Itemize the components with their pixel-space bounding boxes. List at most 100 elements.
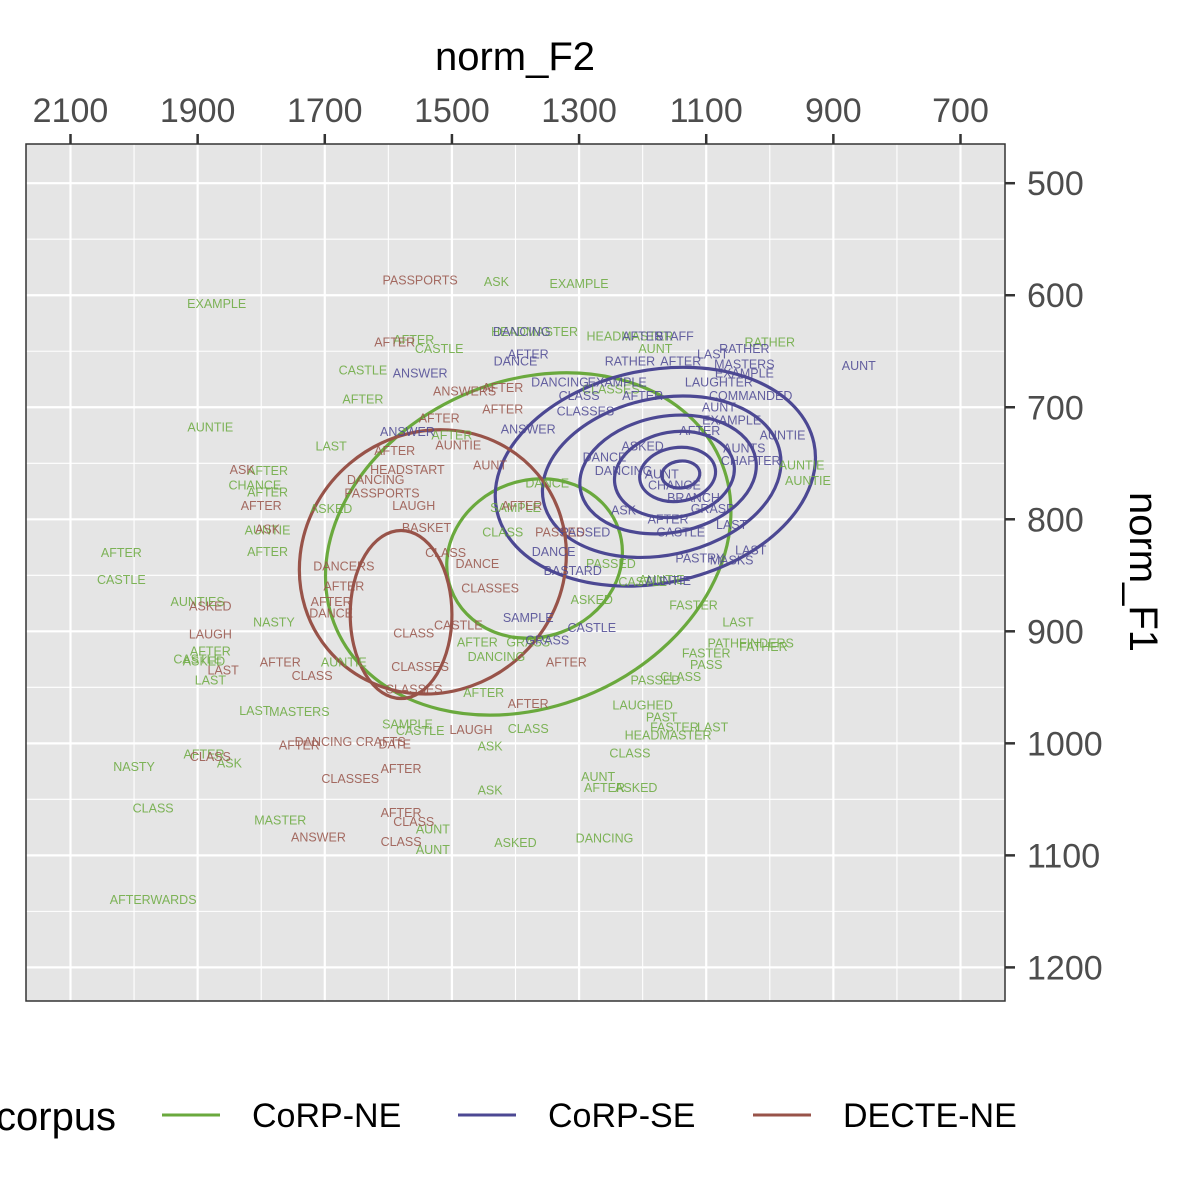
word-label-corp-se: AFTER xyxy=(679,424,720,438)
word-label-corp-se: CHAPTER xyxy=(721,454,781,468)
density-contour-corp-se xyxy=(578,413,758,536)
y-axis-title: norm_F1 xyxy=(1121,492,1165,652)
word-label-corp-se: LAST xyxy=(697,348,729,362)
word-label-corp-ne: AFTER xyxy=(247,545,288,559)
word-label-decte-ne: ASK xyxy=(230,463,256,477)
plot-border xyxy=(25,143,1006,1002)
word-label-corp-ne: CHANCE xyxy=(228,479,281,493)
word-label-corp-se: AFTER xyxy=(622,330,663,344)
word-label-decte-ne: AFTER xyxy=(241,499,282,513)
word-label-decte-ne: AFTER xyxy=(546,656,587,670)
density-contour-corp-ne xyxy=(323,371,733,717)
word-label-corp-ne: AUNTIE xyxy=(779,459,825,473)
word-label-corp-se: AFTER xyxy=(660,354,701,368)
word-label-corp-ne: CLASS xyxy=(482,526,523,540)
word-label-corp-ne: AFTER xyxy=(190,644,231,658)
density-contour-corp-se xyxy=(638,445,718,504)
word-label-corp-se: AUNTS xyxy=(723,442,765,456)
word-label-decte-ne: LAUGH xyxy=(189,628,232,642)
word-label-corp-ne: CLASSES xyxy=(582,382,640,396)
word-label-corp-ne: AFTER xyxy=(247,485,288,499)
word-label-decte-ne: AFTER xyxy=(381,762,422,776)
word-label-corp-ne: LAST xyxy=(697,721,729,735)
word-label-corp-ne: AUNTIES xyxy=(171,595,225,609)
word-label-corp-se: EXAMPLE xyxy=(702,414,761,428)
word-label-decte-ne: CLASSES xyxy=(385,683,443,697)
word-label-decte-ne: LAUGH xyxy=(449,723,492,737)
word-label-decte-ne: CLASS xyxy=(292,669,333,683)
word-label-corp-ne: HEADMASTER xyxy=(587,330,674,344)
word-label-corp-ne: NASTY xyxy=(253,615,295,629)
word-label-corp-se: MASKS xyxy=(710,554,754,568)
word-label-corp-ne: LAST xyxy=(316,439,348,453)
word-label-corp-ne: MASTER xyxy=(254,814,306,828)
legend-label-corp-ne: CoRP-NE xyxy=(252,1097,401,1135)
word-label-decte-ne: PASSPORTS xyxy=(344,487,419,501)
y-tick-label: 700 xyxy=(1027,389,1084,427)
word-label-decte-ne: PASSED xyxy=(535,526,585,540)
word-label-corp-se: BASTARD xyxy=(544,564,602,578)
word-label-corp-se: AFTER xyxy=(648,512,689,526)
word-label-decte-ne: CLASS xyxy=(381,835,422,849)
word-label-decte-ne: AFTER xyxy=(311,595,352,609)
word-label-decte-ne: AFTER xyxy=(260,656,301,670)
word-label-corp-ne: NASTY xyxy=(113,760,155,774)
legend-label-decte-ne: DECTE-NE xyxy=(843,1097,1017,1135)
word-label-corp-ne: AFTER xyxy=(393,333,434,347)
word-label-corp-ne: AUNT xyxy=(416,823,450,837)
legend: corpus CoRP-NE CoRP-SE DECTE-NE xyxy=(0,1095,1017,1139)
density-contour-corp-se xyxy=(660,459,702,490)
y-tick-label: 1100 xyxy=(1027,837,1100,875)
word-label-decte-ne: HEADSTART xyxy=(370,463,445,477)
word-label-corp-ne: PASS xyxy=(690,658,722,672)
word-label-corp-ne: AUNTIE xyxy=(785,474,831,488)
word-label-corp-ne: AUNT xyxy=(581,770,615,784)
word-label-corp-ne: AUNTIE xyxy=(639,573,685,587)
word-label-corp-se: SAMPLE xyxy=(503,611,554,625)
word-label-decte-ne: DANCE xyxy=(309,606,353,620)
word-label-corp-se: EXAMPLE xyxy=(588,376,647,390)
word-label-corp-ne: AFTER xyxy=(584,781,625,795)
word-label-decte-ne: CLASS xyxy=(425,546,466,560)
word-label-decte-ne: CLASS xyxy=(393,627,434,641)
word-label-corp-ne: AFTER xyxy=(431,428,472,442)
word-label-corp-se: DANCE xyxy=(494,354,538,368)
word-label-decte-ne: AUNTIE xyxy=(435,438,481,452)
word-label-corp-ne: CASTLE xyxy=(618,575,667,589)
word-label-corp-se: STAFF xyxy=(655,330,694,344)
word-label-corp-ne: AFTER xyxy=(342,392,383,406)
word-label-corp-se: ANSWER xyxy=(501,423,556,437)
word-label-decte-ne: AFTER xyxy=(381,806,422,820)
word-label-decte-ne: AUNT xyxy=(473,459,507,473)
word-label-corp-ne: FASTER xyxy=(682,647,731,661)
word-label-decte-ne: ASKED xyxy=(189,600,231,614)
word-label-decte-ne: DANCERS xyxy=(313,559,374,573)
density-contour-corp-se xyxy=(493,365,818,588)
word-label-corp-se: GRASS xyxy=(525,633,569,647)
word-label-corp-ne: ASKED xyxy=(571,593,613,607)
x-tick-label: 1500 xyxy=(414,92,490,130)
y-tick-label: 800 xyxy=(1027,501,1084,539)
word-label-corp-ne: LAST xyxy=(239,704,271,718)
word-label-corp-ne: ASKED xyxy=(615,781,657,795)
word-label-corp-ne: CLASS xyxy=(660,670,701,684)
word-label-corp-ne: LAST xyxy=(195,674,227,688)
word-label-decte-ne: BASKET xyxy=(402,521,452,535)
y-tick-label: 1200 xyxy=(1027,949,1103,987)
word-label-corp-se: CLASS xyxy=(559,389,600,403)
x-tick-label: 1300 xyxy=(541,92,617,130)
word-label-decte-ne: CLASS xyxy=(190,750,231,764)
word-label-decte-ne: CLASSES xyxy=(321,772,379,786)
word-label-decte-ne: AFTER xyxy=(508,697,549,711)
word-label-corp-se: AFTER xyxy=(508,348,549,362)
word-label-corp-se: RATHER xyxy=(605,354,655,368)
word-label-corp-ne: ASKED xyxy=(310,502,352,516)
word-label-corp-ne: HEADMASTER xyxy=(625,728,712,742)
x-tick-label: 1700 xyxy=(287,92,363,130)
word-label-corp-ne: CLASS xyxy=(508,722,549,736)
word-label-corp-ne: LAST xyxy=(722,615,754,629)
word-label-corp-ne: PATHFINDERS xyxy=(708,637,794,651)
word-label-corp-ne: AFTER xyxy=(184,748,225,762)
